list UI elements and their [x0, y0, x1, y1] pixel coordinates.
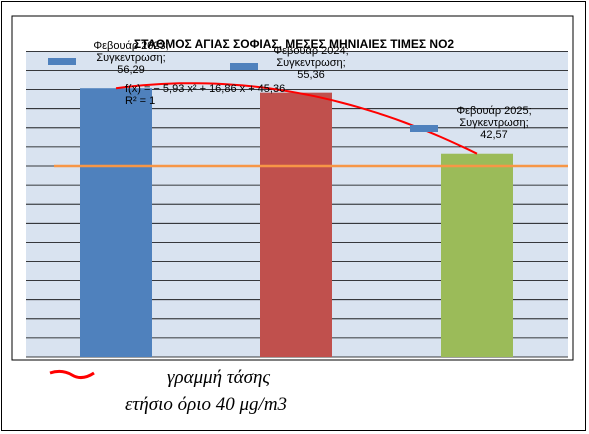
- data-label-marker-3: [410, 125, 438, 132]
- data-label-series: Συγκεντρωση;: [276, 57, 345, 69]
- data-label-marker-2: [230, 63, 258, 70]
- data-label-value: 55,36: [297, 69, 325, 81]
- data-label-category: Φεβουάρ 2024;: [273, 45, 348, 57]
- bar-1: [80, 88, 152, 358]
- bar-3: [441, 153, 513, 357]
- bar-2: [260, 92, 332, 357]
- data-label-marker-1: [48, 58, 76, 65]
- data-label-value: 56,29: [117, 64, 145, 76]
- data-label-value: 42,57: [480, 129, 508, 141]
- chart-title: ΣΤΑΘΜΟΣ ΑΓΙΑΣ ΣΟΦΙΑΣ, ΜΕΣΕΣ ΜΗΝΙΑΙΕΣ ΤΙΜ…: [134, 37, 455, 51]
- legend-trend-swatch: [49, 369, 95, 380]
- data-label-series: Συγκεντρωση;: [459, 117, 528, 129]
- legend-limit-label: ετήσιο όριο 40 μg/m3: [125, 394, 288, 415]
- trend-equation: f(x) = − 5,93 x² + 16,86 x + 45,36: [125, 83, 285, 95]
- data-label-category: Φεβουάρ 2023;: [93, 40, 168, 52]
- legend-trend-label: γραμμή τάσης: [167, 367, 271, 388]
- data-label-category: Φεβουάρ 2025;: [456, 105, 531, 117]
- trend-r-squared: R² = 1: [125, 95, 155, 107]
- data-label-series: Συγκεντρωση;: [96, 52, 165, 64]
